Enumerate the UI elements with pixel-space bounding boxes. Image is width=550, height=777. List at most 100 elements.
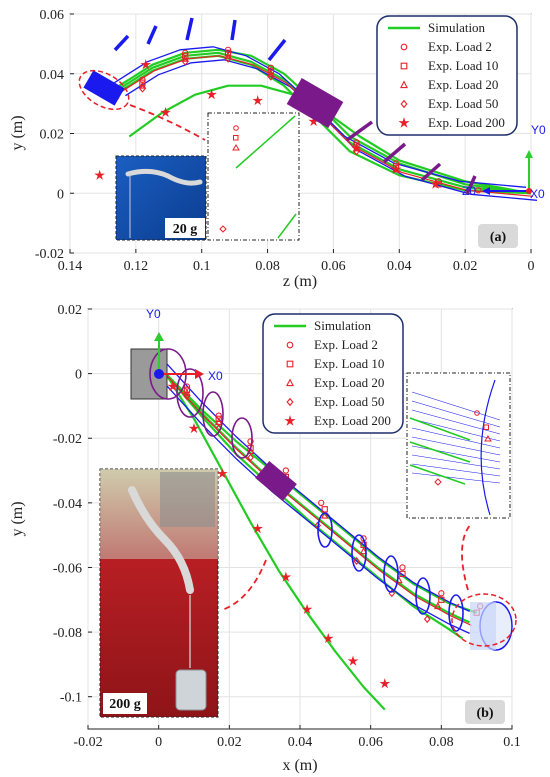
- x-tick-label: 0.02: [453, 259, 478, 274]
- panel-a-xlabel: z (m): [283, 273, 317, 290]
- simulation-curve: [164, 373, 386, 711]
- exp-point-diamond: [267, 72, 275, 81]
- exp-point-star: [252, 95, 264, 106]
- x-tick-label: -0.02: [73, 735, 102, 750]
- zoom-mesh-line: [411, 400, 501, 428]
- exp-point-circle: [475, 187, 482, 194]
- legend-label: Exp. Load 20: [314, 375, 384, 390]
- exp-point-diamond: [139, 84, 146, 93]
- panel-b-photo-inset: 200 g: [99, 468, 219, 718]
- exp-point-triangle: [434, 601, 442, 610]
- exp-point-star: [301, 603, 313, 615]
- exp-point-triangle: [138, 81, 147, 89]
- exp-point-square: [438, 596, 445, 603]
- panel-a-ylabel: y (m): [9, 115, 26, 150]
- x-tick-label: 0.02: [217, 735, 242, 750]
- panel-a: 0.14 0.12 0.1 0.08 0.06 0.04 0.02 0 0.06 0.04 0.02…: [9, 8, 546, 290]
- zoom-mesh-line: [411, 436, 501, 456]
- panel-a-purple-block: [286, 78, 344, 128]
- panel-a-photo-label: 20 g: [173, 222, 198, 237]
- y-tick-label: -0.02: [35, 247, 64, 262]
- panel-b-zoom-inset: [406, 372, 511, 519]
- exp-point-square: [215, 415, 222, 422]
- exp-point-diamond: [247, 453, 254, 462]
- y-tick-label: 0: [75, 368, 82, 383]
- legend-label: Exp. Load 10: [428, 58, 498, 73]
- panel-a-callout-arrow: [129, 104, 206, 141]
- panel-a-highlight-ellipse: [78, 69, 130, 111]
- exp-point-star: [140, 59, 152, 70]
- panel-a-purple-disks: [345, 120, 477, 195]
- exp-point-star: [280, 571, 292, 582]
- exp-point-triangle: [224, 51, 232, 59]
- legend-swatch-diamond: [286, 397, 294, 407]
- legend-swatch-star: [398, 117, 410, 128]
- frame-label-z0: Z0: [462, 184, 476, 198]
- exp-point-triangle: [183, 388, 191, 396]
- legend-swatch-triangle: [286, 378, 294, 387]
- legend-swatch-square: [286, 360, 294, 368]
- exp-point-star: [188, 422, 200, 434]
- legend-swatch-triangle: [400, 80, 408, 89]
- y-tick-label: 0.04: [40, 68, 65, 83]
- exp-point-star: [160, 106, 171, 118]
- panel-a-badge: (a): [490, 230, 507, 245]
- frame-label-y0: Y0: [531, 123, 546, 137]
- legend-swatch-square: [400, 62, 408, 70]
- tube-outline: [165, 384, 470, 634]
- exp-point-circle: [318, 499, 325, 506]
- simulation-curve: [164, 372, 471, 624]
- exp-point-diamond: [423, 615, 431, 624]
- x-tick-label: 0.08: [255, 259, 280, 274]
- panel-a-frame: Y0 Z0 X0: [462, 123, 546, 201]
- legend-label: Simulation: [428, 20, 486, 35]
- exp-point-star: [379, 678, 391, 689]
- exp-point-triangle: [267, 69, 275, 77]
- exp-point-star: [94, 169, 105, 180]
- exp-point-circle: [438, 590, 445, 597]
- x-tick-label: 0.06: [321, 259, 346, 274]
- panel-b-legend: Simulation Exp. Load 2 Exp. Load 10 Exp. Lo…: [262, 313, 404, 434]
- panel-a-blue-block: [83, 70, 125, 106]
- y-tick-label: -0.02: [53, 432, 82, 447]
- panel-b-callout-arrow-right: [461, 524, 471, 591]
- frame-label-x0: X0: [530, 187, 545, 201]
- exp-point-triangle: [359, 547, 368, 555]
- y-tick-label: -0.1: [60, 691, 82, 706]
- exp-point-triangle: [320, 511, 329, 519]
- tube-outline: [114, 46, 527, 188]
- panel-a-segment-disks: [113, 17, 287, 62]
- y-tick-label: 0.02: [58, 303, 83, 318]
- exp-point-star: [390, 163, 402, 174]
- panel-a-badge-box: [478, 224, 518, 248]
- zoom-mesh-line: [411, 427, 501, 449]
- exp-point-circle: [247, 438, 254, 445]
- x-tick-label: 0: [155, 735, 162, 750]
- exp-point-circle: [282, 467, 290, 474]
- exp-point-star: [167, 380, 179, 392]
- legend-swatch-circle: [286, 341, 294, 349]
- simulation-curve: [118, 51, 532, 195]
- zoom-mesh-line: [411, 445, 501, 463]
- exp-point-triangle: [181, 54, 190, 62]
- x-tick-label: 0.1: [193, 259, 211, 274]
- panel-a-zoom-inset: [207, 112, 300, 241]
- zoom-mesh-line: [411, 418, 501, 442]
- panel-b-highlight-ellipse: [451, 593, 517, 647]
- zoom-mesh-line: [411, 454, 501, 470]
- exp-point-square: [399, 570, 406, 578]
- panel-b: -0.02 0 0.02 0.04 0.06 0.08 0.1 0.02 0 -0.02 -0.04…: [9, 303, 521, 774]
- zoom-mesh-line: [411, 472, 501, 484]
- exp-point-diamond: [183, 392, 191, 401]
- panel-b-callout-arrow-left: [221, 559, 267, 611]
- panel-b-blue-rings: [317, 512, 464, 632]
- legend-label: Exp. Load 2: [314, 337, 378, 352]
- exp-point-star: [347, 655, 359, 666]
- panel-a-experiment-markers: [94, 46, 482, 194]
- panel-b-ticks: -0.02 0 0.02 0.04 0.06 0.08 0.1 0.02 0 -0.02 -0.04…: [53, 303, 521, 750]
- legend-label: Simulation: [314, 318, 372, 333]
- tube-centerline: [167, 376, 472, 626]
- legend-label: Exp. Load 50: [428, 96, 498, 111]
- panel-b-photo-label: 200 g: [109, 697, 141, 712]
